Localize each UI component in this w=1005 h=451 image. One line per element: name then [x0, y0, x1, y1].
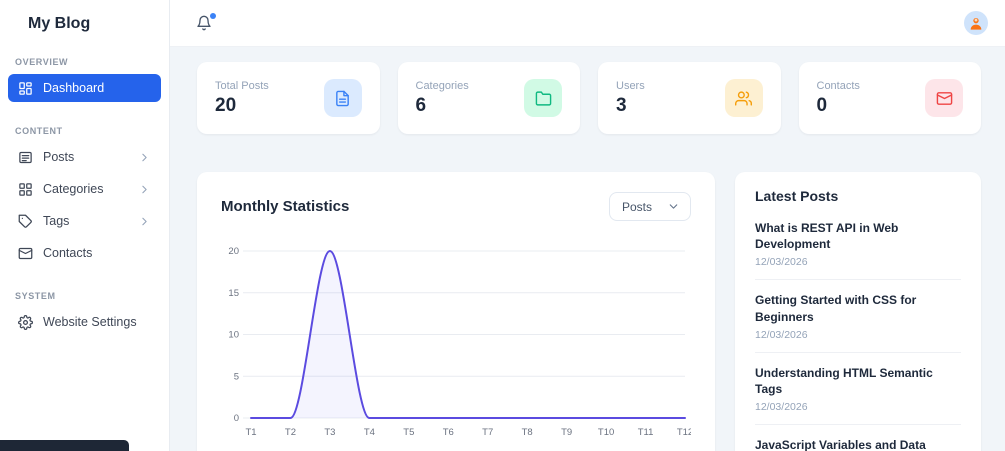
stat-label: Categories: [415, 79, 469, 92]
svg-text:T3: T3: [324, 427, 335, 438]
chevron-right-icon: [142, 153, 147, 161]
topbar: [170, 0, 1005, 47]
sidebar-item-tags[interactable]: Tags: [8, 207, 161, 235]
post-date: 12/03/2026: [755, 401, 808, 414]
svg-text:20: 20: [228, 246, 239, 257]
svg-text:T7: T7: [482, 427, 493, 438]
svg-text:T1: T1: [245, 427, 256, 438]
mail-icon: [925, 79, 963, 117]
svg-text:15: 15: [228, 288, 239, 299]
svg-text:T6: T6: [443, 427, 454, 438]
stat-value: 3: [616, 94, 627, 116]
latest-posts-card: Latest Posts What is REST API in Web Dev…: [735, 172, 981, 451]
post-title: What is REST API in Web Development: [755, 221, 899, 252]
main-content: Total Posts 20 Categories 6 Users: [170, 47, 1005, 451]
stat-label: Contacts: [816, 79, 860, 92]
sidebar-item-label: Tags: [43, 214, 70, 228]
svg-text:T12: T12: [677, 427, 691, 438]
sidebar-item-label: Posts: [43, 150, 75, 164]
stat-card-users: Users 3: [598, 62, 781, 134]
latest-posts-title: Latest Posts: [755, 188, 839, 204]
chevron-down-icon: [669, 204, 678, 209]
chart-filter-select[interactable]: Posts: [609, 192, 691, 221]
categories-icon: [19, 182, 32, 196]
user-avatar[interactable]: [964, 11, 988, 35]
list-item[interactable]: Getting Started with CSS for Beginners 1…: [755, 280, 961, 353]
list-item[interactable]: What is REST API in Web Development 12/0…: [755, 208, 961, 281]
file-icon: [323, 79, 362, 117]
post-title: Understanding HTML Semantic Tags: [755, 365, 933, 396]
stat-card-categories: Categories 6: [397, 62, 580, 134]
bell-icon: [197, 15, 211, 31]
app-title: My Blog: [28, 15, 91, 32]
svg-text:10: 10: [228, 330, 239, 341]
sidebar-item-dashboard[interactable]: Dashboard: [8, 74, 161, 102]
sidebar-item-posts[interactable]: Posts: [8, 143, 161, 171]
chevron-right-icon: [142, 217, 147, 225]
gear-icon: [18, 314, 33, 330]
svg-text:T9: T9: [561, 427, 572, 438]
sidebar-item-label: Website Settings: [43, 315, 137, 329]
monthly-statistics-chart: 0 5 10 15 20 T1 T2 T3 T4 T5 T6 T7 T8 T9 T10 T11 T12: [221, 237, 693, 442]
sidebar-item-label: Dashboard: [43, 81, 105, 95]
sidebar-item-label: Categories: [43, 182, 104, 196]
svg-text:0: 0: [234, 413, 239, 424]
section-label-overview: OVERVIEW: [15, 57, 69, 67]
stat-label: Total Posts: [215, 79, 269, 92]
svg-text:5: 5: [234, 371, 239, 382]
svg-text:T8: T8: [522, 427, 533, 438]
users-icon: [724, 79, 763, 117]
stat-value: 0: [816, 94, 828, 116]
section-label-content: CONTENT: [15, 126, 63, 136]
dashboard-icon: [19, 81, 32, 95]
sidebar-item-label: Contacts: [43, 246, 93, 260]
notifications-button[interactable]: [196, 13, 216, 31]
stat-value: 6: [415, 94, 427, 116]
post-date: 12/03/2026: [755, 328, 808, 341]
list-item[interactable]: Understanding HTML Semantic Tags 12/03/2…: [755, 353, 961, 426]
chart-filter-value: Posts: [622, 199, 653, 214]
posts-icon: [19, 151, 32, 163]
stat-value: 20: [215, 94, 237, 116]
svg-text:T10: T10: [598, 427, 614, 438]
svg-text:T4: T4: [364, 427, 375, 438]
monthly-statistics-card: Monthly Statistics Posts 0 5 10 15 20 T1 T2 T3 T…: [197, 172, 715, 451]
stats-row: Total Posts 20 Categories 6 Users: [197, 62, 981, 134]
mail-icon: [18, 247, 33, 259]
post-title: JavaScript Variables and Data Types Expl…: [755, 438, 926, 451]
post-date: 12/03/2026: [755, 256, 808, 269]
section-label-system: SYSTEM: [15, 291, 56, 301]
stat-card-contacts: Contacts 0: [798, 62, 981, 134]
tag-icon: [18, 214, 32, 228]
svg-text:T5: T5: [403, 427, 414, 438]
list-item[interactable]: JavaScript Variables and Data Types Expl…: [755, 425, 961, 451]
notification-dot: [210, 13, 216, 19]
sidebar-item-website-settings[interactable]: Website Settings: [8, 308, 161, 336]
post-title: Getting Started with CSS for Beginners: [755, 293, 917, 324]
sidebar-item-contacts[interactable]: Contacts: [8, 239, 161, 267]
monthly-statistics-title: Monthly Statistics: [221, 198, 350, 215]
svg-text:T2: T2: [285, 427, 296, 438]
chevron-right-icon: [142, 185, 147, 193]
folder-icon: [524, 79, 562, 117]
bottom-left-dark-bar: [0, 440, 129, 451]
user-icon: [970, 18, 982, 30]
stat-label: Users: [616, 79, 645, 92]
stat-card-total-posts: Total Posts 20: [197, 62, 380, 134]
sidebar-item-categories[interactable]: Categories: [8, 175, 161, 203]
svg-text:T11: T11: [638, 427, 654, 438]
sidebar: My Blog OVERVIEW Dashboard CONTENT Posts…: [0, 0, 170, 451]
